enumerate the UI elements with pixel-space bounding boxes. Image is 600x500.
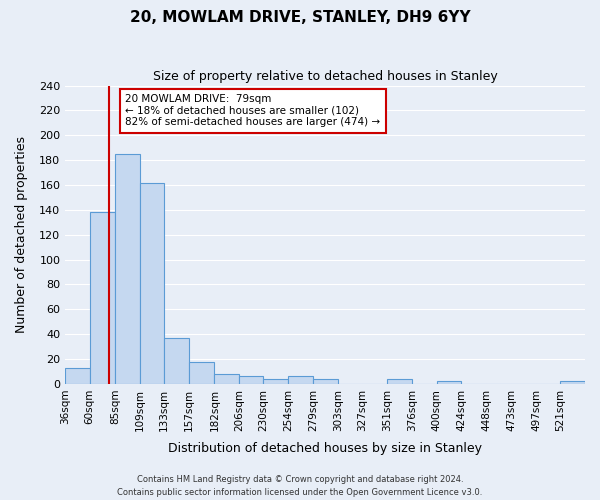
Title: Size of property relative to detached houses in Stanley: Size of property relative to detached ho…: [153, 70, 497, 83]
Bar: [115, 154, 140, 384]
Bar: [437, 382, 461, 384]
X-axis label: Distribution of detached houses by size in Stanley: Distribution of detached houses by size …: [168, 442, 482, 455]
Bar: [239, 376, 263, 384]
Bar: [90, 212, 115, 384]
Bar: [313, 379, 338, 384]
Text: Contains HM Land Registry data © Crown copyright and database right 2024.
Contai: Contains HM Land Registry data © Crown c…: [118, 476, 482, 497]
Text: 20, MOWLAM DRIVE, STANLEY, DH9 6YY: 20, MOWLAM DRIVE, STANLEY, DH9 6YY: [130, 10, 470, 25]
Bar: [164, 338, 189, 384]
Bar: [214, 374, 239, 384]
Bar: [65, 368, 90, 384]
Bar: [560, 382, 585, 384]
Bar: [189, 362, 214, 384]
Text: 20 MOWLAM DRIVE:  79sqm
← 18% of detached houses are smaller (102)
82% of semi-d: 20 MOWLAM DRIVE: 79sqm ← 18% of detached…: [125, 94, 380, 128]
Bar: [288, 376, 313, 384]
Bar: [263, 379, 288, 384]
Y-axis label: Number of detached properties: Number of detached properties: [15, 136, 28, 333]
Bar: [140, 182, 164, 384]
Bar: [387, 379, 412, 384]
